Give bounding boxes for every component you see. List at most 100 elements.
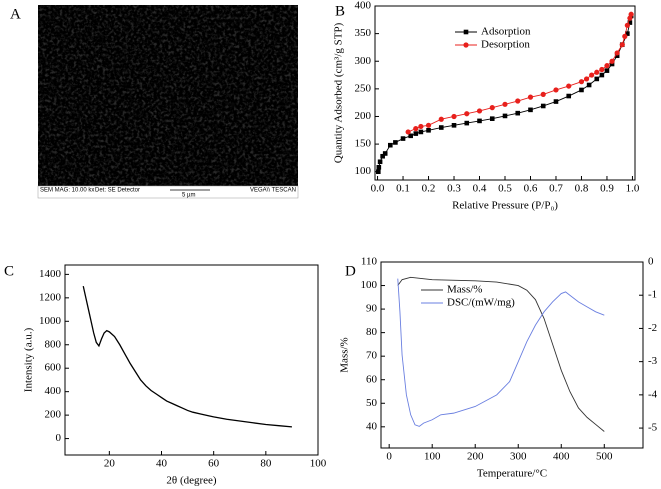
data-point xyxy=(476,108,483,114)
data-point xyxy=(594,76,600,82)
y2-tick-label: -4 xyxy=(648,388,658,400)
sem-caption: SEM MAG: 10.00 kx xyxy=(40,188,94,194)
legend-label: Adsorption xyxy=(481,26,531,38)
data-point xyxy=(400,136,406,141)
series-line xyxy=(407,14,632,133)
data-point xyxy=(376,169,381,175)
series-line xyxy=(397,278,605,427)
legend-label: DSC/(mW/mg) xyxy=(447,297,515,309)
data-point xyxy=(438,116,444,122)
data-point xyxy=(553,87,559,93)
data-point xyxy=(527,94,534,100)
y-tick-label: 200 xyxy=(45,409,62,421)
x-tick-label: 0.3 xyxy=(447,183,461,195)
y-tick-label: 50 xyxy=(366,397,378,409)
series-line xyxy=(397,276,605,432)
x-tick-label: 200 xyxy=(467,451,484,463)
y2-tick-label: -5 xyxy=(648,422,658,434)
data-point xyxy=(418,129,424,135)
data-point xyxy=(413,126,419,132)
plot-frame xyxy=(64,264,319,456)
x-tick-label: 100 xyxy=(310,458,327,470)
data-point xyxy=(405,129,411,135)
y-tick-label: 80 xyxy=(366,326,378,338)
sem-caption: Det: SE Detector xyxy=(95,188,140,194)
sem-caption: 5 µm xyxy=(182,193,195,199)
series-line xyxy=(377,15,632,172)
data-point xyxy=(579,87,584,93)
sem-caption: VEGA\\ TESCAN xyxy=(250,188,296,194)
data-point xyxy=(376,164,382,170)
data-point xyxy=(377,159,383,165)
data-point xyxy=(426,127,431,133)
data-point xyxy=(599,66,605,73)
y-axis-label: Mass/% xyxy=(339,337,351,372)
y-axis-label: Quantity Adsorbed (cm³/g STP) xyxy=(333,22,345,163)
data-point xyxy=(627,15,633,21)
sem-info-bar xyxy=(37,185,299,199)
data-point xyxy=(502,113,508,119)
x-tick-label: 0.8 xyxy=(575,183,589,195)
data-point xyxy=(438,125,444,130)
y-tick-label: 90 xyxy=(366,303,378,315)
data-point xyxy=(408,133,413,139)
y-tick-label: 110 xyxy=(361,256,378,268)
x-tick-label: 0.9 xyxy=(600,183,614,195)
series-line xyxy=(82,285,292,428)
y-tick-label: 1000 xyxy=(39,315,62,327)
data-point xyxy=(614,53,620,59)
data-point xyxy=(451,123,457,128)
x-tick-label: 0.4 xyxy=(473,183,487,195)
x-tick-label: 0.2 xyxy=(422,183,436,195)
x-tick-label: 0.1 xyxy=(396,183,410,195)
y-tick-label: 100 xyxy=(361,279,378,291)
x-tick-label: 1.0 xyxy=(626,183,640,195)
y-tick-label: 350 xyxy=(355,27,372,39)
data-point xyxy=(489,105,495,111)
panel-label: D xyxy=(345,263,356,279)
data-point xyxy=(464,111,470,117)
data-point xyxy=(566,83,572,89)
data-point xyxy=(609,61,615,67)
sem-image xyxy=(38,5,298,186)
y-tick-label: 300 xyxy=(355,55,372,67)
data-point xyxy=(609,58,615,64)
x-tick-label: 100 xyxy=(424,451,441,463)
x-tick-label: 40 xyxy=(156,458,168,470)
x-tick-label: 0.0 xyxy=(371,183,385,195)
panel-label: C xyxy=(4,263,14,279)
y-tick-label: 600 xyxy=(45,362,62,374)
x-tick-label: 80 xyxy=(260,458,272,470)
x-tick-label: 0 xyxy=(386,451,392,463)
y-tick-label: 40 xyxy=(366,420,378,432)
y-tick-label: 70 xyxy=(366,350,378,362)
y-tick-label: 1400 xyxy=(39,268,62,280)
x-tick-label: 0.5 xyxy=(498,183,512,195)
y-tick-label: 0 xyxy=(56,432,62,444)
y2-tick-label: -3 xyxy=(648,355,658,367)
data-point xyxy=(502,101,508,107)
data-point xyxy=(553,99,559,104)
data-point xyxy=(540,91,546,97)
legend-label: Desorption xyxy=(481,39,530,51)
data-point xyxy=(464,120,470,126)
data-point xyxy=(380,153,385,159)
data-point xyxy=(515,110,521,116)
panel-label: B xyxy=(335,3,345,19)
x-tick-label: 0.7 xyxy=(549,183,563,195)
x-tick-label: 60 xyxy=(208,458,220,470)
y-tick-label: 800 xyxy=(45,338,62,350)
data-point xyxy=(578,79,585,85)
data-point xyxy=(413,131,419,136)
data-point xyxy=(566,93,572,99)
data-point xyxy=(489,116,495,121)
legend-marker xyxy=(463,29,469,35)
y-tick-label: 1200 xyxy=(39,291,62,303)
y-tick-label: 400 xyxy=(45,385,62,397)
data-point xyxy=(451,113,457,120)
legend-label: Mass/% xyxy=(447,284,482,296)
x-axis-label: 2θ (degree) xyxy=(166,475,216,487)
data-point xyxy=(594,69,600,75)
y2-tick-label: -2 xyxy=(648,322,657,334)
